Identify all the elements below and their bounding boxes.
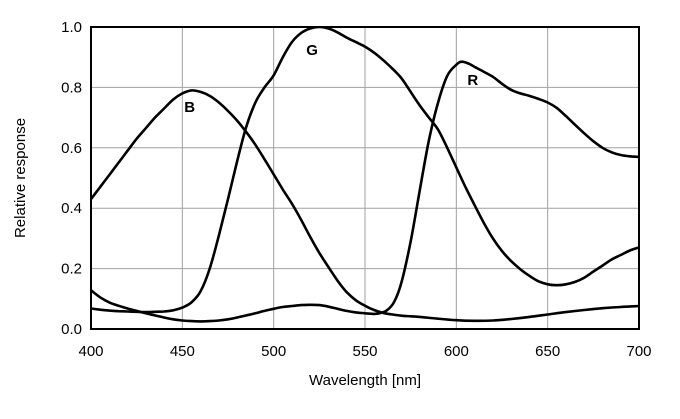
curve-label-layer: B G R — [184, 42, 478, 116]
tick-label-layer: 400 450 500 550 600 650 700 0.0 0.2 0.4 0.6 0.8 1.0 — [61, 19, 651, 360]
y-tick-label: 0.8 — [61, 79, 82, 96]
plot-frame — [90, 26, 640, 330]
y-tick-label: 0.4 — [61, 200, 82, 217]
y-axis-title: Relative response — [12, 118, 29, 238]
curve-label-R: R — [467, 72, 478, 89]
y-tick-label: 0.2 — [61, 261, 82, 278]
curve-layer — [91, 27, 639, 323]
curve-label-G: G — [306, 42, 318, 59]
x-tick-label: 500 — [261, 343, 286, 360]
x-tick-label: 450 — [170, 343, 195, 360]
curve-R — [91, 60, 639, 323]
x-tick-label: 550 — [352, 343, 377, 360]
y-tick-label: 0.0 — [61, 321, 82, 338]
x-tick-label: 650 — [535, 343, 560, 360]
y-tick-label: 0.6 — [61, 140, 82, 157]
x-tick-label: 400 — [78, 343, 103, 360]
curve-label-B: B — [184, 99, 195, 116]
curve-G — [91, 27, 639, 314]
x-axis-title: Wavelength [nm] — [309, 372, 421, 389]
grid-layer — [91, 27, 639, 329]
curve-B — [91, 89, 639, 323]
x-tick-label: 600 — [444, 343, 469, 360]
y-tick-label: 1.0 — [61, 19, 82, 36]
x-tick-label: 700 — [626, 343, 651, 360]
